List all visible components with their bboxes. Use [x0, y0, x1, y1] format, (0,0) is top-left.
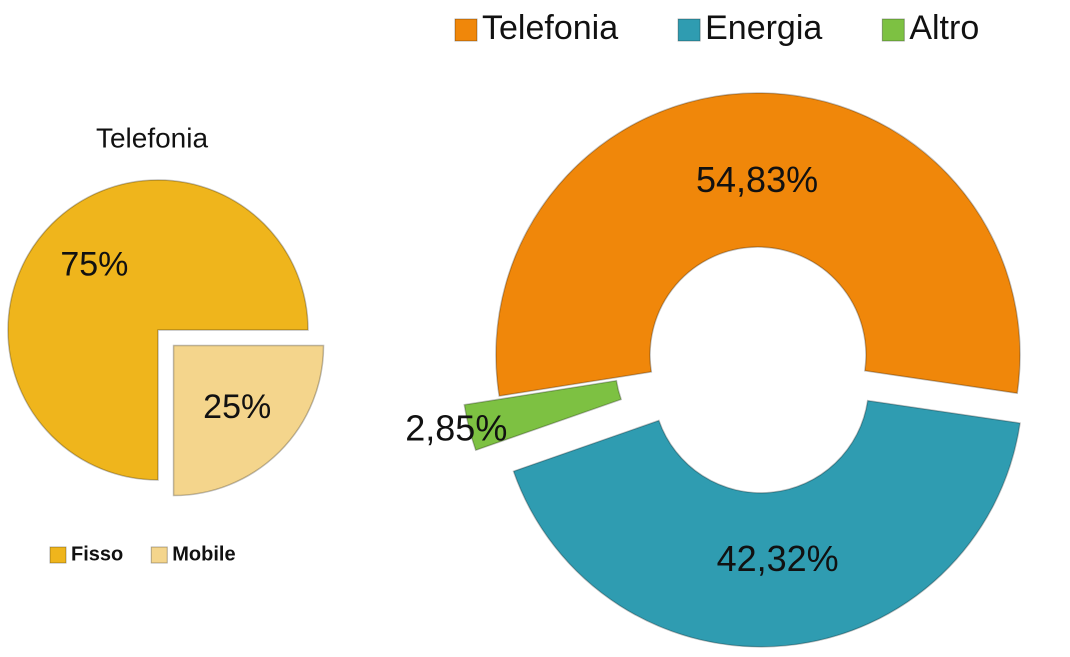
data-label: 2,85%: [405, 407, 507, 448]
slice: [7, 179, 309, 481]
legend-label: Telefonia: [482, 9, 618, 47]
legend-label: Altro: [909, 9, 979, 47]
legend-swatch: [150, 546, 168, 564]
slice: [512, 399, 1021, 648]
slice: [495, 92, 1021, 397]
data-label: 54,83%: [696, 159, 818, 200]
legend-label: Fisso: [71, 543, 123, 565]
slice: [463, 379, 623, 452]
data-label: 42,32%: [717, 538, 839, 579]
legend-label: Mobile: [172, 543, 235, 565]
data-label: 25%: [203, 388, 271, 426]
legend-swatch: [881, 18, 905, 42]
chart-title: Telefonia: [96, 122, 209, 153]
data-label: 75%: [60, 245, 128, 283]
legend-swatch: [454, 18, 478, 42]
legend-swatch: [677, 18, 701, 42]
legend-swatch: [49, 546, 67, 564]
slice: [172, 344, 325, 497]
legend-label: Energia: [705, 9, 822, 47]
